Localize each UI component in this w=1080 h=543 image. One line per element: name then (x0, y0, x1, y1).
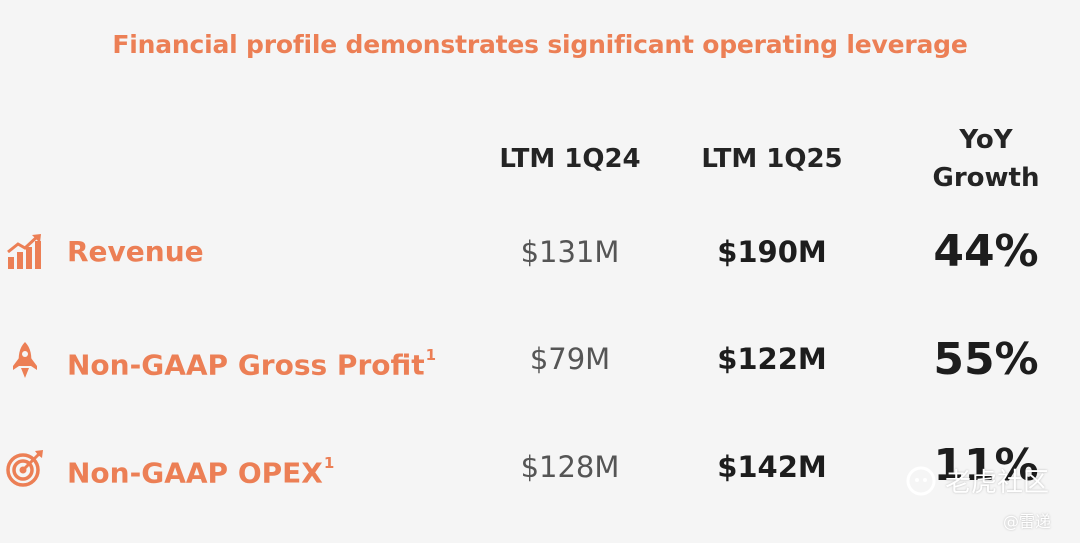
revenue-ltm-1q25: $190M (717, 235, 827, 269)
column-header-ltm-1q25: LTM 1Q25 (701, 144, 843, 174)
watermark-text: 老虎社区 (945, 468, 1050, 498)
revenue-ltm-1q24: $131M (520, 235, 620, 269)
opex-ltm-1q25: $142M (717, 450, 827, 484)
rocket-icon (13, 342, 37, 378)
page-title: Financial profile demonstrates significa… (112, 30, 968, 59)
row-label-non-gaap-opex: Non-GAAP OPEX1 (67, 454, 335, 490)
gross-profit-yoy-growth: 55% (933, 334, 1039, 385)
target-icon (6, 450, 43, 487)
row-label-revenue: Revenue (67, 235, 204, 268)
bar-chart-growth-icon (7, 234, 41, 269)
footnote-marker: 1 (425, 346, 437, 364)
column-header-yoy: YoY (959, 125, 1013, 155)
opex-yoy-growth: 11% (933, 440, 1039, 491)
gross-profit-ltm-1q25: $122M (717, 342, 827, 376)
gross-profit-ltm-1q24: $79M (529, 342, 611, 376)
column-header-ltm-1q24: LTM 1Q24 (499, 144, 641, 174)
revenue-yoy-growth: 44% (933, 226, 1039, 277)
watermark: 老虎社区 (905, 462, 1049, 499)
watermark-handle: @雷递 (1003, 512, 1052, 531)
watermark-logo-icon (906, 466, 936, 495)
opex-ltm-1q24: $128M (520, 450, 620, 484)
row-label-non-gaap-gross-profit: Non-GAAP Gross Profit1 (67, 346, 437, 382)
column-header-growth: Growth (932, 163, 1040, 193)
footnote-marker: 1 (323, 454, 335, 472)
